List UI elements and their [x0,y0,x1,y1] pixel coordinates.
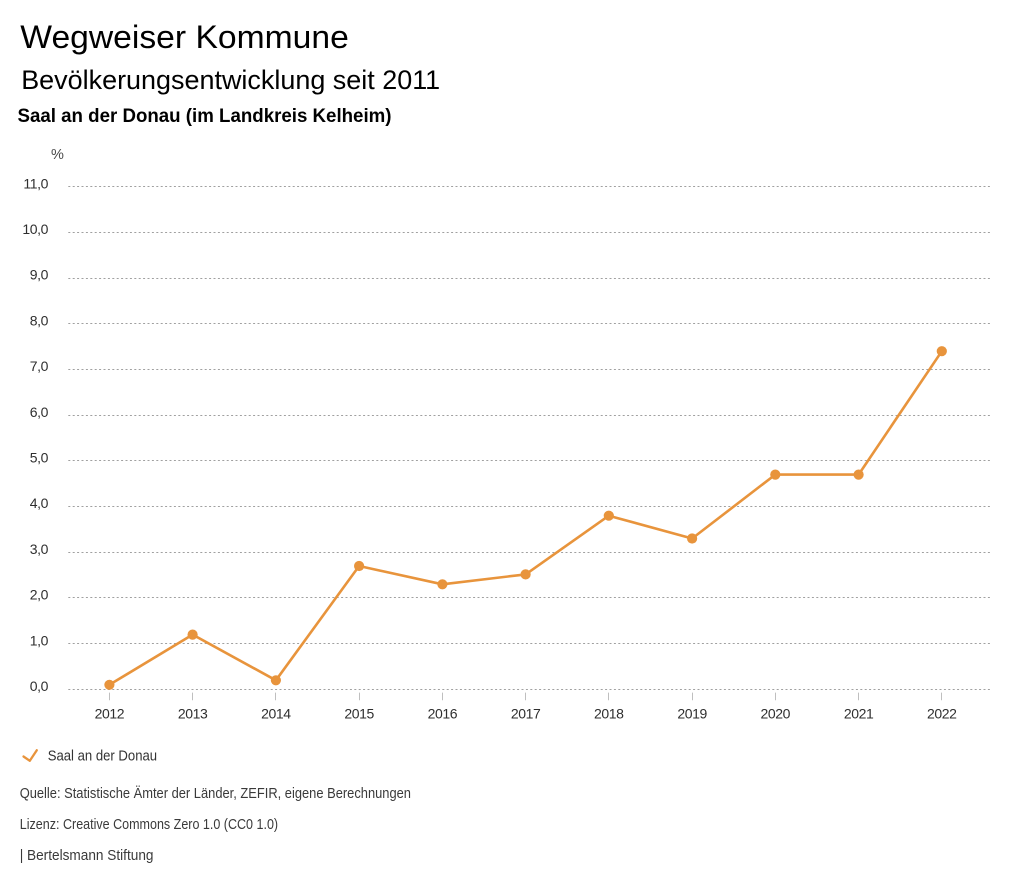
svg-text:2021: 2021 [844,706,874,722]
svg-text:Bevölkerungsentwicklung seit 2: Bevölkerungsentwicklung seit 2011 [21,65,440,95]
svg-text:2014: 2014 [261,706,291,722]
svg-text:2,0: 2,0 [30,587,49,603]
svg-text:2012: 2012 [95,706,125,722]
svg-text:2017: 2017 [511,706,541,722]
svg-text:11,0: 11,0 [23,175,48,191]
svg-text:3,0: 3,0 [30,541,49,557]
svg-text:Saal an der Donau: Saal an der Donau [48,749,157,765]
svg-text:2013: 2013 [178,706,208,722]
svg-text:| Bertelsmann Stiftung: | Bertelsmann Stiftung [20,847,154,864]
svg-text:1,0: 1,0 [30,632,49,648]
svg-text:10,0: 10,0 [22,221,48,237]
svg-text:9,0: 9,0 [30,267,49,283]
svg-text:2020: 2020 [761,706,791,722]
svg-text:8,0: 8,0 [30,312,49,328]
svg-text:6,0: 6,0 [30,404,49,420]
svg-text:Lizenz: Creative Commons Zero: Lizenz: Creative Commons Zero 1.0 (CC0 1… [20,816,278,833]
svg-text:5,0: 5,0 [30,450,49,466]
svg-text:2016: 2016 [428,706,458,722]
svg-text:Saal an der Donau (im Landkrei: Saal an der Donau (im Landkreis Kelheim) [18,106,392,127]
svg-text:Quelle: Statistische Ämter der: Quelle: Statistische Ämter der Länder, Z… [20,785,411,802]
svg-text:2019: 2019 [677,706,707,722]
svg-text:7,0: 7,0 [30,358,49,374]
svg-text:0,0: 0,0 [30,678,49,694]
svg-text:%: % [51,147,64,163]
svg-text:2018: 2018 [594,706,624,722]
svg-text:4,0: 4,0 [30,495,49,511]
svg-text:Wegweiser Kommune: Wegweiser Kommune [20,19,349,55]
svg-text:2022: 2022 [927,706,957,722]
svg-text:2015: 2015 [344,706,374,722]
